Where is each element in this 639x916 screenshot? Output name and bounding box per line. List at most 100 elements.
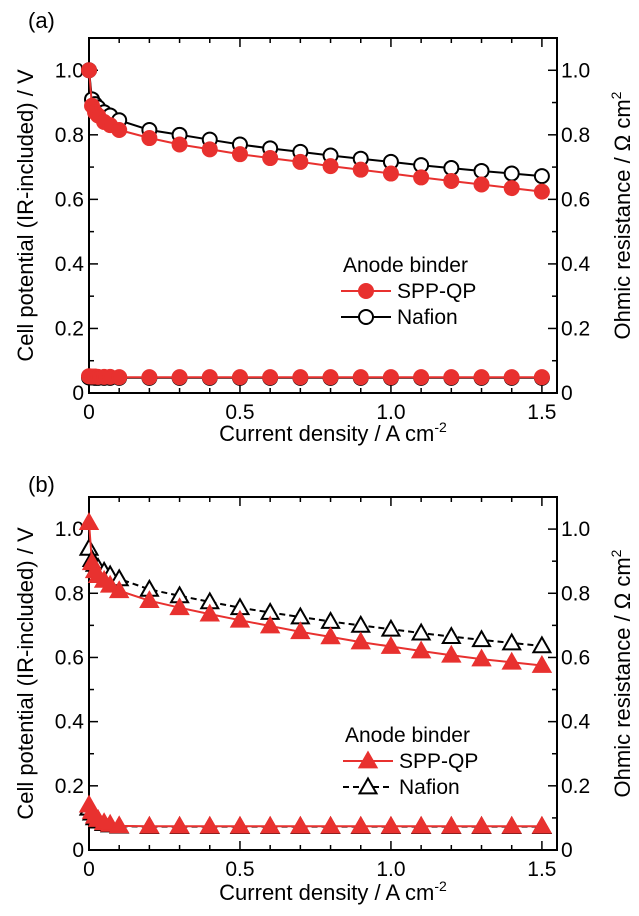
data-point <box>81 62 97 79</box>
x-tick-label: 0 <box>83 401 95 424</box>
data-point <box>322 369 339 386</box>
legend-title: Anode binder <box>343 254 468 277</box>
y2-tick-label: 0 <box>561 382 573 405</box>
data-point <box>139 815 160 834</box>
y-tick-label: 0 <box>72 382 84 405</box>
data-point <box>531 654 553 673</box>
chart-panel-b: (b)0 0.5 1.0 1.50 00.2 0.20.4 0.40.6 0.60.8 0.81… <box>13 472 635 905</box>
data-point <box>503 369 520 386</box>
y-tick-label: 0.8 <box>55 582 84 605</box>
legend-label: Nafion <box>399 776 460 799</box>
data-point <box>262 369 279 386</box>
data-point <box>171 136 188 153</box>
data-point <box>503 165 520 182</box>
data-point <box>533 168 550 185</box>
data-point <box>169 597 190 616</box>
data-point <box>111 121 128 138</box>
data-point <box>290 815 311 834</box>
data-point <box>443 160 460 177</box>
y-tick-label: 0.4 <box>55 253 85 276</box>
data-point <box>350 614 371 633</box>
data-point <box>111 369 128 386</box>
data-point <box>201 141 218 158</box>
data-point <box>441 626 462 644</box>
x-tick-label: 1.0 <box>376 858 405 881</box>
data-point <box>441 644 462 663</box>
data-point <box>262 150 279 167</box>
data-point <box>380 618 402 637</box>
data-point <box>352 369 369 386</box>
data-point <box>501 632 522 651</box>
y2-tick-label: 0.8 <box>561 124 590 147</box>
x-axis-label: Current density / A cm-2 <box>219 419 447 446</box>
legend-marker <box>358 283 374 299</box>
chart-panel-a: (a)0 0.5 1.0 1.50 00.2 0.20.4 0.40.6 0.60.8 0.81… <box>13 8 635 446</box>
plot-frame <box>88 496 558 851</box>
data-point <box>231 369 248 386</box>
data-point <box>352 161 369 178</box>
data-point <box>199 603 220 622</box>
x-tick-label: 1.0 <box>376 401 405 424</box>
data-point <box>171 369 188 386</box>
series-line <box>88 548 542 647</box>
y2-tick-label: 0.8 <box>561 582 590 605</box>
data-point <box>201 369 218 386</box>
data-point <box>533 369 550 386</box>
legend-label: SPP-QP <box>399 750 478 773</box>
data-point <box>533 183 550 200</box>
y2-tick-label: 1.0 <box>561 59 590 82</box>
data-point <box>78 512 100 531</box>
data-point <box>410 640 432 659</box>
data-point <box>410 815 432 834</box>
x-tick-label: 0.5 <box>225 401 254 424</box>
data-point <box>443 369 460 386</box>
data-point <box>473 162 490 179</box>
data-point <box>501 815 522 834</box>
legend-title: Anode binder <box>345 724 470 747</box>
data-point <box>259 815 281 834</box>
data-point <box>139 590 160 609</box>
data-point <box>78 537 100 556</box>
data-point <box>473 369 490 386</box>
data-point <box>292 153 309 170</box>
legend-marker <box>357 776 379 795</box>
data-point <box>382 165 399 182</box>
data-point <box>413 369 430 386</box>
y2-tick-label: 0.4 <box>561 253 591 276</box>
y2-tick-label: 0.2 <box>561 317 590 340</box>
y-tick-label: 0.6 <box>55 646 84 669</box>
y-tick-label: 0.2 <box>55 317 84 340</box>
data-point <box>380 815 402 834</box>
legend-marker <box>358 309 374 325</box>
data-point <box>259 615 281 634</box>
data-point <box>382 369 399 386</box>
data-point <box>441 815 462 834</box>
data-point <box>229 815 251 834</box>
x-axis-label: Current density / A cm-2 <box>219 878 447 905</box>
data-point <box>320 626 341 645</box>
data-point <box>410 622 432 641</box>
x-tick-label: 0.5 <box>225 858 254 881</box>
data-point <box>413 169 430 186</box>
x-tick-label: 1.5 <box>527 401 556 424</box>
y-axis-label: Cell potential (IR-included) / V <box>13 69 38 362</box>
data-point <box>169 815 190 834</box>
y-tick-label: 1.0 <box>55 59 84 82</box>
y-tick-label: 0.4 <box>55 711 85 734</box>
y-tick-label: 0 <box>72 839 84 862</box>
data-point <box>141 130 158 147</box>
y-tick-label: 0.8 <box>55 124 84 147</box>
data-point <box>503 180 520 197</box>
legend-label: SPP-QP <box>397 280 476 303</box>
data-point <box>531 635 553 654</box>
y2-tick-label: 0.6 <box>561 188 590 211</box>
data-point <box>473 176 490 193</box>
y2-tick-label: 1.0 <box>561 518 590 541</box>
data-point <box>108 815 130 834</box>
data-point <box>108 580 130 599</box>
data-point <box>229 609 251 628</box>
data-point <box>290 621 311 640</box>
series-line <box>88 804 542 828</box>
y-tick-label: 1.0 <box>55 518 84 541</box>
